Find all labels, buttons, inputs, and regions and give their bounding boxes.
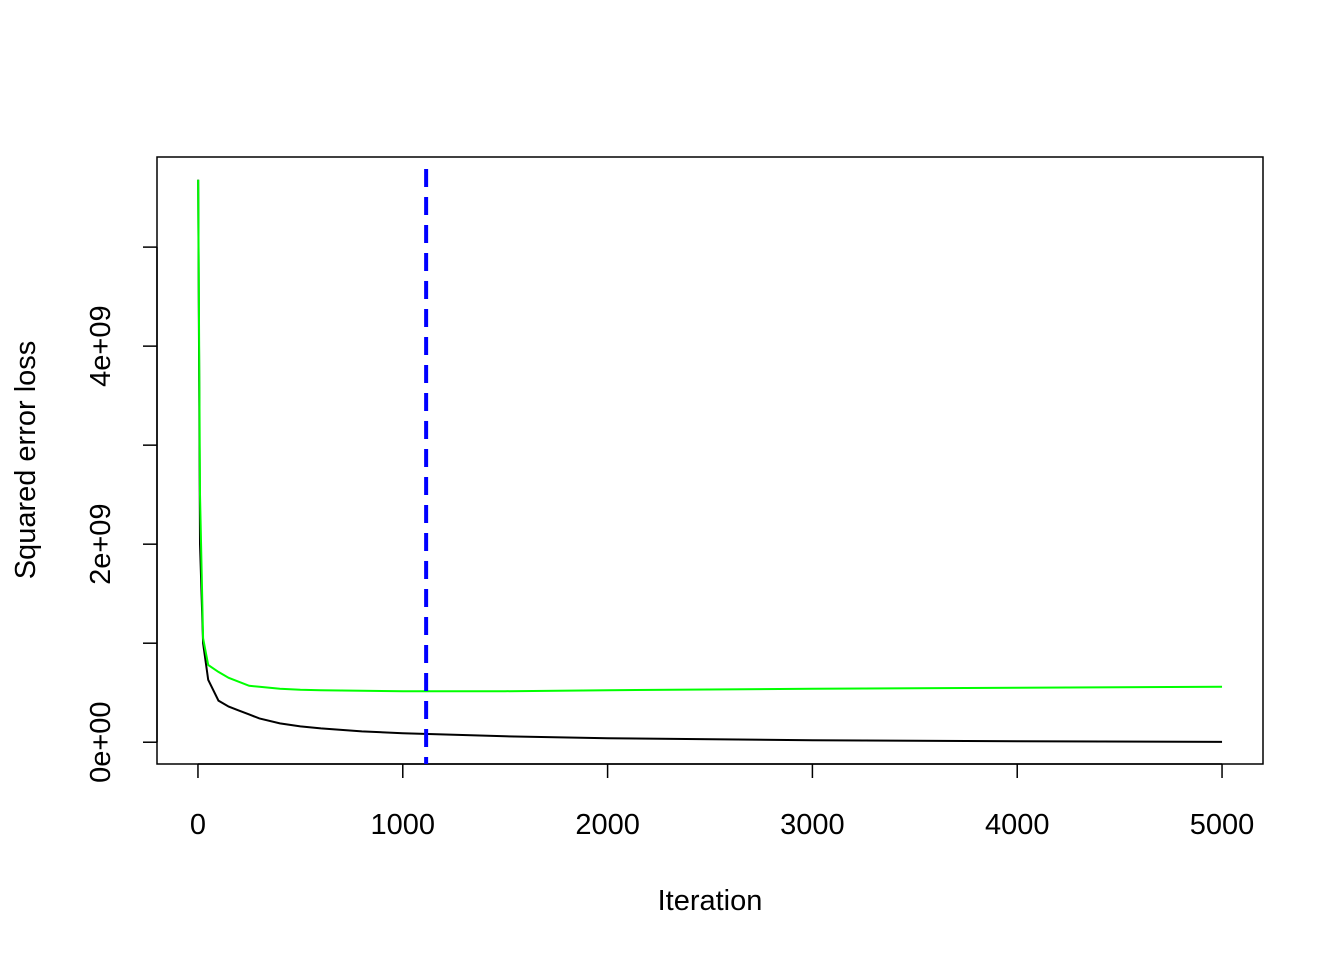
series-line	[197, 179, 1223, 743]
x-axis-label: Iteration	[658, 885, 763, 917]
series-line	[197, 179, 1223, 693]
x-tick-label: 4000	[985, 809, 1050, 841]
y-axis-label: Squared error loss	[10, 341, 42, 580]
plot-frame	[156, 156, 1264, 765]
x-tick-label: 0	[190, 809, 206, 841]
x-tick-label: 5000	[1190, 809, 1255, 841]
x-tick-label: 3000	[780, 809, 845, 841]
y-tick-label: 4e+09	[85, 305, 117, 386]
y-tick-label: 0e+00	[85, 701, 117, 782]
x-tick-label: 2000	[575, 809, 640, 841]
x-tick-label: 1000	[371, 809, 436, 841]
y-tick-label: 2e+09	[85, 503, 117, 584]
